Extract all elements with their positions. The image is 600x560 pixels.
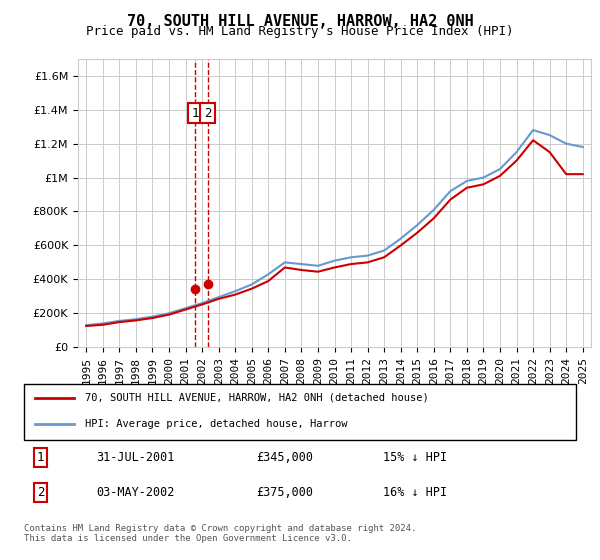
Text: 03-MAY-2002: 03-MAY-2002 [96, 486, 174, 500]
Text: 1: 1 [191, 106, 199, 120]
Text: 1: 1 [37, 451, 44, 464]
Text: £375,000: £375,000 [256, 486, 313, 500]
Text: 16% ↓ HPI: 16% ↓ HPI [383, 486, 447, 500]
Text: 2: 2 [204, 106, 211, 120]
Text: 70, SOUTH HILL AVENUE, HARROW, HA2 0NH (detached house): 70, SOUTH HILL AVENUE, HARROW, HA2 0NH (… [85, 393, 428, 403]
Text: HPI: Average price, detached house, Harrow: HPI: Average price, detached house, Harr… [85, 419, 347, 429]
FancyBboxPatch shape [24, 384, 576, 440]
Text: Contains HM Land Registry data © Crown copyright and database right 2024.
This d: Contains HM Land Registry data © Crown c… [24, 524, 416, 543]
Text: Price paid vs. HM Land Registry's House Price Index (HPI): Price paid vs. HM Land Registry's House … [86, 25, 514, 38]
Text: 31-JUL-2001: 31-JUL-2001 [96, 451, 174, 464]
Text: 15% ↓ HPI: 15% ↓ HPI [383, 451, 447, 464]
Text: 70, SOUTH HILL AVENUE, HARROW, HA2 0NH: 70, SOUTH HILL AVENUE, HARROW, HA2 0NH [127, 14, 473, 29]
Text: £345,000: £345,000 [256, 451, 313, 464]
Text: 2: 2 [37, 486, 44, 500]
